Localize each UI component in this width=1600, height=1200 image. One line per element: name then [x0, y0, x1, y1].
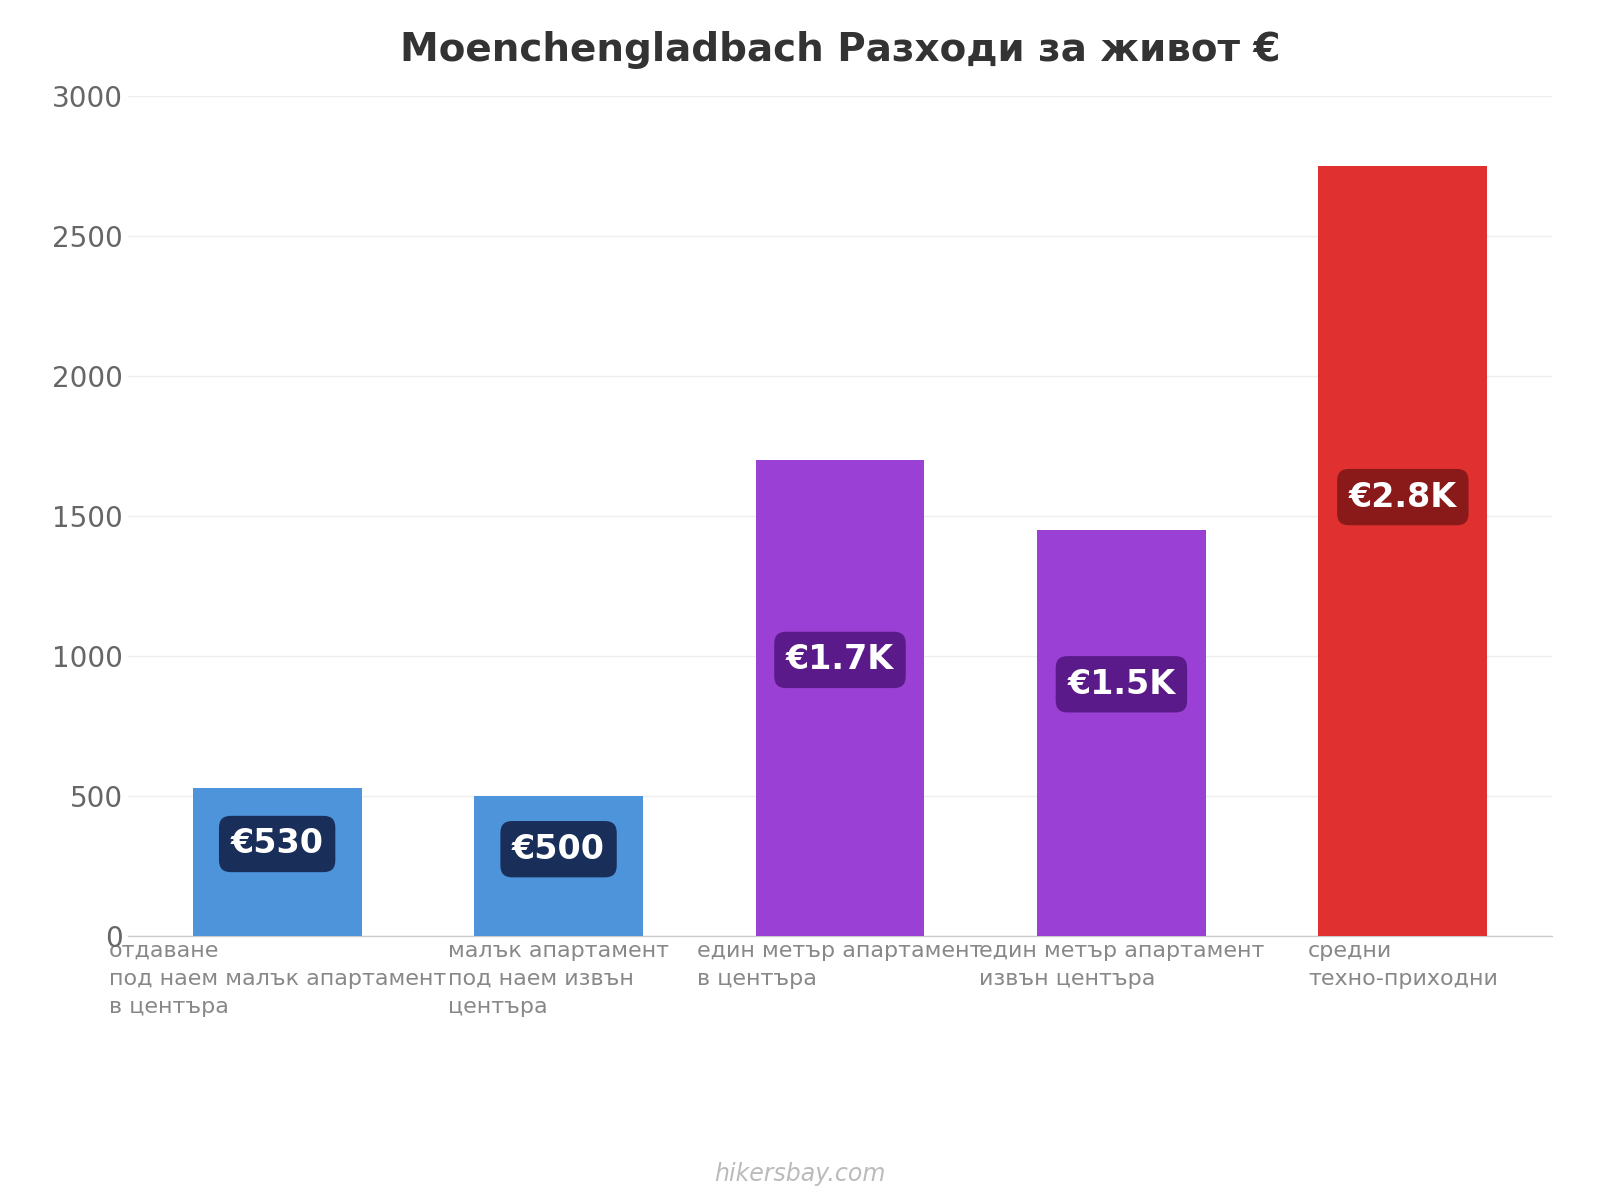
- Text: €500: €500: [512, 833, 605, 865]
- Title: Moenchengladbach Разходи за живот €: Moenchengladbach Разходи за живот €: [400, 31, 1280, 70]
- Text: hikersbay.com: hikersbay.com: [714, 1162, 886, 1186]
- Text: €1.7K: €1.7K: [786, 643, 894, 677]
- Text: €530: €530: [230, 828, 323, 860]
- Bar: [1037, 530, 1206, 936]
- Bar: [1318, 166, 1488, 936]
- Text: €1.5K: €1.5K: [1067, 667, 1176, 701]
- Bar: [474, 796, 643, 936]
- Bar: [755, 460, 925, 936]
- Text: €2.8K: €2.8K: [1349, 481, 1458, 514]
- Bar: [192, 787, 362, 936]
